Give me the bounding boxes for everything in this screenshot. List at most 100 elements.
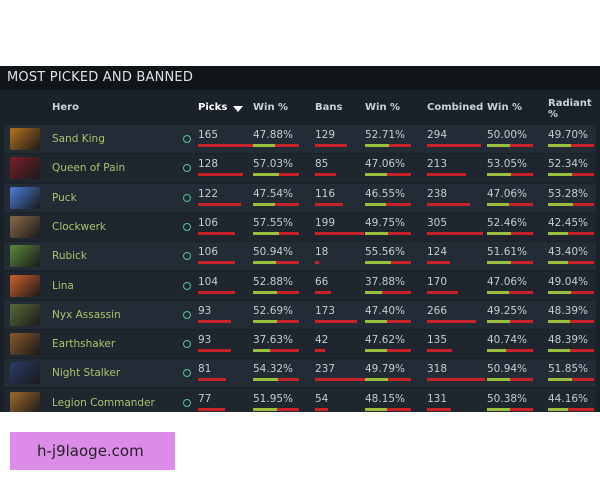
percent-value: 47.40% — [365, 304, 406, 317]
search-icon[interactable] — [183, 252, 191, 261]
percent-bar-loss — [570, 349, 594, 353]
percent-bar-win — [548, 290, 571, 294]
count-bar — [427, 173, 466, 177]
count-value: 18 — [315, 246, 329, 259]
count-value: 318 — [427, 363, 448, 376]
table-row: Clockwerk 106 57.55% 199 49.75% 305 52.46% 42.4… — [4, 212, 596, 241]
column-header: Bans — [315, 102, 343, 113]
percent-bar-loss — [277, 378, 299, 382]
percent-value: 57.55% — [253, 216, 294, 229]
column-header: Hero — [52, 102, 79, 113]
percent-bar-loss — [509, 319, 533, 323]
percent-value: 47.88% — [253, 129, 294, 141]
percent-bar-win — [253, 349, 271, 353]
count-bar — [427, 261, 450, 265]
count-value: 131 — [427, 392, 448, 405]
percent-bar-win — [253, 290, 278, 294]
count-value: 238 — [427, 187, 448, 200]
percent-bar-loss — [279, 173, 299, 177]
percent-bar-win — [253, 407, 277, 411]
count-value: 106 — [198, 216, 219, 229]
percent-bar-win — [548, 231, 568, 235]
percent-value: 47.62% — [365, 334, 406, 347]
hero-name: Sand King — [52, 133, 105, 145]
search-icon[interactable] — [183, 135, 191, 143]
hero-name: Night Stalker — [52, 367, 121, 380]
percent-bar-loss — [568, 407, 594, 411]
percent-bar-win — [365, 407, 388, 411]
search-icon[interactable] — [183, 164, 191, 173]
count-value: 85 — [315, 158, 329, 171]
percent-bar-loss — [386, 202, 411, 206]
percent-value: 53.05% — [487, 158, 528, 171]
percent-value: 50.94% — [253, 246, 294, 259]
count-value: 104 — [198, 275, 219, 288]
percent-value: 57.03% — [253, 158, 294, 171]
percent-bar-loss — [389, 144, 411, 147]
count-bar — [198, 378, 227, 382]
count-value: 128 — [198, 158, 219, 171]
percent-bar-win — [365, 290, 383, 294]
percent-bar-win — [253, 319, 278, 323]
percent-value: 49.70% — [548, 129, 589, 141]
percent-bar-win — [365, 144, 390, 147]
percent-bar-loss — [276, 407, 299, 411]
search-icon[interactable] — [183, 222, 191, 231]
count-bar — [427, 144, 481, 147]
percent-bar-win — [253, 378, 278, 382]
count-value: 173 — [315, 304, 336, 317]
search-icon[interactable] — [183, 310, 191, 319]
percent-bar-loss — [511, 173, 533, 177]
percent-bar-loss — [510, 378, 533, 382]
percent-value: 52.34% — [548, 158, 589, 171]
hero-portrait — [10, 245, 40, 268]
count-bar — [198, 319, 231, 323]
percent-bar-loss — [511, 231, 533, 235]
percent-bar-loss — [270, 349, 299, 353]
percent-bar-win — [548, 202, 573, 206]
count-value: 266 — [427, 304, 448, 317]
percent-bar-loss — [387, 378, 411, 382]
count-value: 213 — [427, 158, 448, 171]
search-icon[interactable] — [183, 340, 191, 349]
percent-bar-loss — [277, 290, 299, 294]
count-bar — [315, 407, 329, 411]
count-value: 93 — [198, 304, 212, 317]
count-bar — [198, 231, 236, 235]
search-icon[interactable] — [183, 193, 191, 202]
count-bar — [427, 290, 458, 294]
percent-value: 46.55% — [365, 187, 406, 200]
column-header: Picks — [198, 102, 228, 113]
search-icon[interactable] — [183, 398, 191, 407]
percent-value: 50.94% — [487, 363, 528, 376]
percent-bar-win — [365, 261, 391, 265]
count-value: 129 — [315, 129, 336, 141]
percent-bar-loss — [279, 231, 299, 235]
percent-bar-win — [253, 173, 280, 177]
percent-value: 49.75% — [365, 216, 406, 229]
percent-value: 42.45% — [548, 216, 589, 229]
hero-portrait — [10, 128, 40, 150]
percent-bar-win — [365, 378, 388, 382]
percent-bar-loss — [386, 173, 411, 177]
percent-bar-loss — [387, 231, 411, 235]
percent-value: 53.28% — [548, 187, 589, 200]
percent-bar-loss — [277, 319, 299, 323]
percent-bar-loss — [567, 261, 594, 265]
percent-value: 47.06% — [487, 275, 528, 288]
percent-bar-win — [253, 202, 275, 206]
percent-bar-win — [253, 231, 280, 235]
count-value: 66 — [315, 275, 329, 288]
percent-value: 52.46% — [487, 216, 528, 229]
percent-bar-win — [487, 378, 511, 382]
percent-bar-loss — [567, 231, 594, 235]
count-bar — [198, 407, 226, 411]
count-bar — [198, 349, 231, 353]
hero-name: Nyx Assassin — [52, 308, 121, 321]
percent-bar-loss — [508, 290, 533, 294]
percent-value: 47.54% — [253, 187, 294, 200]
search-icon[interactable] — [183, 281, 191, 290]
count-bar — [198, 202, 241, 206]
search-icon[interactable] — [183, 369, 191, 378]
